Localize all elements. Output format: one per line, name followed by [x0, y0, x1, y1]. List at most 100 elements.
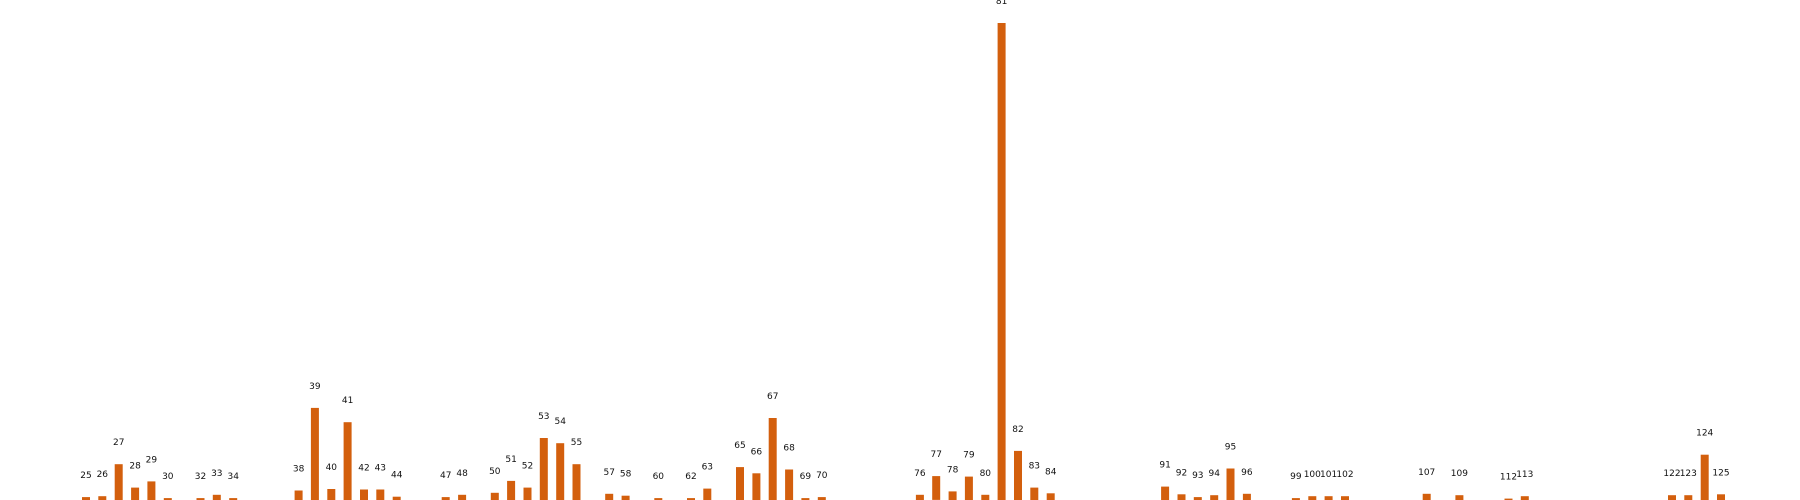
bar-76 [915, 494, 924, 500]
bar-label-102: 102 [1336, 470, 1353, 480]
bar-label-41: 41 [342, 396, 353, 406]
bar-label-38: 38 [293, 465, 305, 475]
bar-53 [539, 438, 548, 500]
bar-label-54: 54 [554, 417, 566, 427]
bar-100 [1308, 496, 1317, 500]
bar-label-43: 43 [375, 464, 386, 474]
bar-label-79: 79 [963, 451, 975, 461]
bar-label-66: 66 [751, 447, 763, 457]
bar-label-67: 67 [767, 392, 778, 402]
bar-label-52: 52 [522, 462, 533, 472]
bar-84 [1046, 493, 1055, 500]
bar-label-27: 27 [113, 438, 124, 448]
bar-30 [163, 498, 172, 500]
bar-124 [1700, 454, 1709, 500]
bar-125 [1717, 494, 1725, 500]
bar-label-92: 92 [1176, 468, 1187, 478]
bar-70 [817, 497, 826, 500]
bar-label-34: 34 [227, 472, 239, 482]
bar-33 [212, 494, 221, 500]
bar-95 [1226, 468, 1235, 500]
bar-54 [556, 443, 565, 500]
bar-label-48: 48 [456, 469, 468, 479]
bar-label-51: 51 [505, 455, 516, 465]
bar-92 [1177, 494, 1186, 500]
bar-label-32: 32 [195, 472, 206, 482]
bar-label-39: 39 [309, 382, 321, 392]
bar-25 [82, 497, 90, 500]
bar-label-81: 81 [996, 0, 1007, 7]
bar-label-96: 96 [1241, 468, 1253, 478]
bar-81 [997, 23, 1006, 500]
bar-43 [376, 489, 385, 500]
bar-label-58: 58 [620, 470, 632, 480]
bar-label-25: 25 [80, 471, 91, 481]
bar-label-107: 107 [1418, 468, 1435, 478]
bar-112 [1504, 498, 1513, 500]
bar-label-42: 42 [358, 464, 369, 474]
bar-123 [1684, 495, 1693, 500]
bar-28 [131, 487, 140, 500]
bar-label-57: 57 [603, 468, 614, 478]
bar-69 [801, 498, 810, 500]
bar-label-84: 84 [1045, 467, 1057, 477]
bar-78 [948, 491, 957, 500]
bar-39 [310, 407, 319, 500]
bar-44 [392, 496, 401, 500]
bar-label-94: 94 [1208, 469, 1220, 479]
bar-label-33: 33 [211, 469, 222, 479]
bar-label-40: 40 [326, 463, 338, 473]
bar-label-122: 122 [1663, 469, 1680, 479]
bar-label-91: 91 [1159, 461, 1170, 471]
bar-38 [294, 490, 303, 500]
bar-label-93: 93 [1192, 471, 1203, 481]
bar-122 [1668, 495, 1676, 500]
bar-label-82: 82 [1012, 425, 1023, 435]
bar-26 [98, 496, 107, 500]
bar-93 [1193, 497, 1202, 500]
bar-label-53: 53 [538, 412, 549, 422]
bar-99 [1291, 498, 1300, 500]
bar-label-112: 112 [1500, 473, 1517, 483]
bar-labels-layer: 25 26 27 28 29 30 32 33 34 38 39 40 41 42 43 44 47 48 50 51… [80, 0, 1729, 483]
bar-77 [932, 476, 941, 500]
bar-label-30: 30 [162, 472, 174, 482]
bar-82 [1014, 450, 1022, 500]
bar-83 [1030, 487, 1039, 500]
bar-label-76: 76 [914, 469, 926, 479]
bar-67 [768, 418, 777, 500]
bar-94 [1210, 495, 1219, 500]
bar-32 [196, 498, 205, 500]
bar-label-77: 77 [930, 450, 941, 460]
bar-label-109: 109 [1451, 469, 1468, 479]
bar-label-68: 68 [783, 444, 795, 454]
bar-91 [1161, 486, 1170, 500]
bar-label-101: 101 [1320, 470, 1337, 480]
bar-65 [736, 467, 744, 500]
bar-label-80: 80 [980, 469, 992, 479]
bar-68 [785, 469, 794, 500]
bar-60 [654, 498, 663, 500]
bar-label-26: 26 [97, 470, 109, 480]
bar-42 [360, 489, 368, 500]
bar-102 [1341, 496, 1349, 500]
bar-label-124: 124 [1696, 429, 1713, 439]
bar-label-44: 44 [391, 471, 403, 481]
bar-29 [147, 481, 156, 500]
bar-48 [458, 494, 467, 500]
bar-label-65: 65 [734, 441, 745, 451]
bar-50 [490, 492, 499, 500]
bar-label-78: 78 [947, 465, 959, 475]
bar-57 [605, 493, 614, 500]
bar-80 [981, 494, 990, 500]
bar-label-29: 29 [146, 455, 158, 465]
bar-51 [507, 480, 516, 500]
bar-label-99: 99 [1290, 472, 1302, 482]
bar-label-70: 70 [816, 471, 828, 481]
bar-55 [572, 464, 581, 500]
bar-label-83: 83 [1029, 462, 1040, 472]
bar-66 [752, 473, 761, 500]
bar-107 [1422, 493, 1431, 500]
bar-label-55: 55 [571, 438, 582, 448]
